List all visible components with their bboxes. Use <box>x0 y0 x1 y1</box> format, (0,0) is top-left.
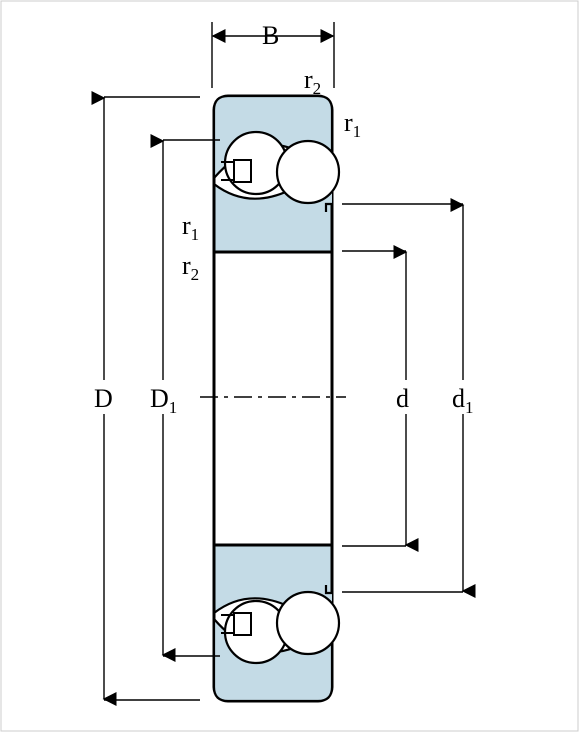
bot-ball-right <box>277 592 339 654</box>
dimension-d: d <box>342 251 419 546</box>
label-B: B <box>262 21 279 50</box>
top-section <box>214 96 339 252</box>
svg-text:r2: r2 <box>304 65 321 98</box>
bearing-diagram: B <box>0 0 579 732</box>
top-ball-right <box>277 141 339 203</box>
bot-cage <box>234 613 251 635</box>
top-cage <box>234 160 251 182</box>
bottom-section <box>214 545 339 701</box>
svg-text:r1: r1 <box>182 211 199 244</box>
label-r2-top: r2 <box>304 65 321 98</box>
svg-text:r1: r1 <box>344 108 361 141</box>
label-r1-top-left: r1 <box>182 211 199 244</box>
svg-text:r2: r2 <box>182 251 199 284</box>
label-d: d <box>396 384 409 413</box>
label-D: D <box>94 384 113 413</box>
label-r2-bottom: r2 <box>182 251 199 284</box>
dimension-B: B <box>212 21 334 88</box>
label-r1-top-right: r1 <box>344 108 361 141</box>
